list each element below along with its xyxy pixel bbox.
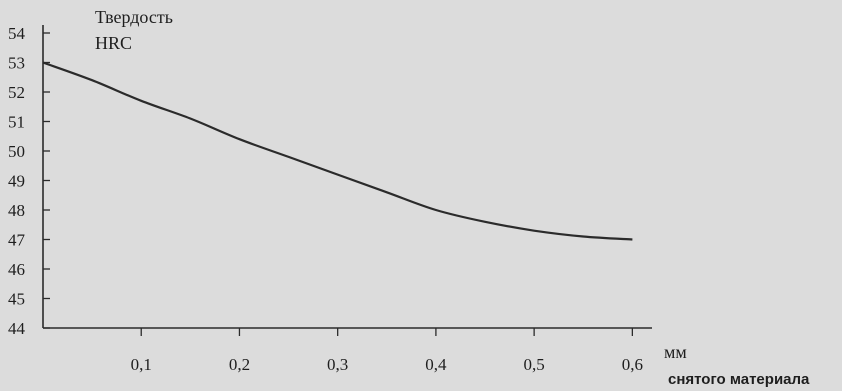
- y-tick-label: 46: [8, 260, 25, 279]
- caption-text: снятого материала: [668, 371, 810, 388]
- y-axis-title-line2: HRC: [95, 33, 132, 53]
- x-axis-title: мм: [664, 342, 687, 362]
- y-tick-label: 50: [8, 142, 25, 161]
- y-tick-label: 48: [8, 201, 25, 220]
- x-tick-label: 0,3: [327, 355, 348, 374]
- x-tick-label: 0,6: [622, 355, 643, 374]
- y-tick-label: 44: [8, 319, 26, 338]
- y-tick-label: 52: [8, 83, 25, 102]
- y-axis-title-line1: Твердость: [95, 7, 173, 27]
- x-tick-label: 0,2: [229, 355, 250, 374]
- y-tick-label: 47: [8, 231, 26, 250]
- y-tick-label: 53: [8, 54, 25, 73]
- x-tick-label: 0,4: [425, 355, 447, 374]
- y-tick-label: 54: [8, 24, 26, 43]
- x-tick-label: 0,1: [131, 355, 152, 374]
- axes: [42, 25, 652, 329]
- y-tick-label: 45: [8, 290, 25, 309]
- y-axis-ticks: 44 45 46 47 48 49 50 51 52 53 54: [8, 24, 50, 338]
- y-tick-label: 49: [8, 172, 25, 191]
- x-tick-label: 0,5: [524, 355, 545, 374]
- y-tick-label: 51: [8, 113, 25, 132]
- series-line: [42, 61, 633, 241]
- x-axis-ticks: 0,1 0,2 0,3 0,4 0,5 0,6: [131, 328, 643, 374]
